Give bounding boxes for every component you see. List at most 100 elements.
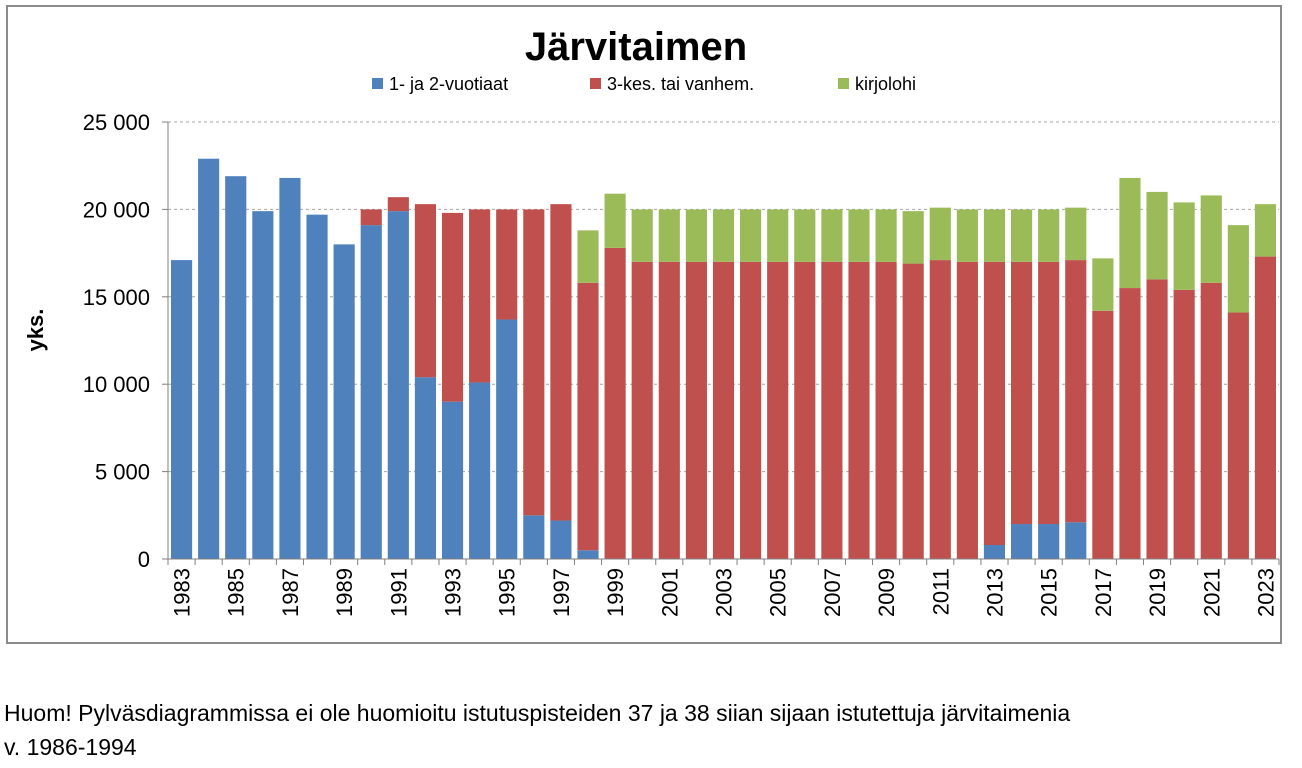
x-tick-label: 2005 — [766, 568, 791, 617]
bar-2004-series-2 — [740, 261, 762, 559]
bar-1990-series-2 — [360, 209, 382, 226]
bar-2023-series-2 — [1254, 256, 1277, 559]
bar-1983-series-1 — [170, 260, 193, 559]
bar-1994-series-2 — [469, 209, 491, 383]
bar-2017-series-2 — [1092, 310, 1114, 559]
bar-2000-series-3 — [631, 209, 653, 262]
legend-swatch-3 — [838, 78, 849, 89]
bar-2013-series-1 — [983, 545, 1006, 559]
bar-1990-series-1 — [360, 225, 382, 559]
bar-2016-series-3 — [1065, 207, 1087, 261]
bar-2015-series-3 — [1038, 209, 1060, 262]
x-tick-label: 2021 — [1199, 568, 1224, 617]
x-tick-label: 2007 — [820, 568, 845, 617]
bar-2004-series-3 — [740, 209, 762, 262]
bar-2009-series-2 — [875, 261, 897, 559]
bar-1998-series-2 — [577, 282, 599, 551]
bar-2007-series-2 — [821, 261, 843, 559]
bar-1992-series-1 — [414, 377, 436, 559]
y-tick-label: 0 — [138, 547, 150, 572]
legend-label-1: 1- ja 2-vuotiaat — [389, 74, 508, 94]
bar-2007-series-3 — [821, 209, 843, 262]
bar-2013-series-2 — [983, 261, 1006, 546]
bar-2005-series-2 — [767, 261, 789, 559]
bar-1989-series-1 — [333, 244, 355, 560]
bar-2014-series-1 — [1011, 524, 1033, 559]
footnote-line-2: v. 1986-1994 — [4, 734, 137, 760]
x-tick-label: 2009 — [874, 568, 899, 617]
bar-1997-series-1 — [550, 520, 572, 559]
bar-1991-series-2 — [387, 197, 409, 212]
y-tick-label: 25 000 — [83, 110, 150, 135]
bar-2011-series-3 — [929, 207, 951, 261]
legend-swatch-1 — [372, 78, 383, 89]
legend-label-2: 3-kes. tai vanhem. — [607, 74, 754, 94]
bar-1985-series-1 — [225, 176, 247, 560]
bar-1986-series-1 — [252, 211, 274, 559]
bar-1995-series-1 — [496, 319, 518, 559]
y-tick-label: 10 000 — [83, 372, 150, 397]
bar-2006-series-2 — [794, 261, 816, 559]
bar-2017-series-3 — [1092, 258, 1114, 311]
bar-2022-series-3 — [1227, 225, 1249, 313]
bar-1991-series-1 — [387, 211, 409, 559]
bar-1994-series-1 — [469, 382, 491, 559]
x-tick-label: 1983 — [170, 568, 195, 617]
bar-2001-series-3 — [658, 209, 680, 262]
bar-2005-series-3 — [767, 209, 789, 262]
x-tick-label: 2017 — [1091, 568, 1116, 617]
x-tick-label: 2015 — [1037, 568, 1062, 617]
bar-2006-series-3 — [794, 209, 816, 262]
x-tick-label: 2011 — [928, 568, 953, 615]
y-tick-label: 20 000 — [83, 197, 150, 222]
x-tick-label: 1987 — [278, 568, 303, 617]
bar-2023-series-3 — [1254, 204, 1277, 257]
bar-1992-series-2 — [414, 204, 436, 378]
bar-2012-series-2 — [956, 261, 978, 559]
y-axis-label: yks. — [23, 309, 48, 352]
bar-1996-series-1 — [523, 515, 545, 559]
x-tick-label: 1999 — [603, 568, 628, 617]
bar-2020-series-2 — [1173, 289, 1195, 559]
bar-2008-series-2 — [848, 261, 870, 559]
bar-2020-series-3 — [1173, 202, 1195, 290]
bar-2021-series-2 — [1200, 282, 1222, 559]
legend-swatch-2 — [590, 78, 601, 89]
bar-1998-series-1 — [577, 550, 599, 559]
bar-2021-series-3 — [1200, 195, 1222, 283]
bar-2002-series-3 — [685, 209, 707, 262]
bar-1988-series-1 — [306, 214, 328, 560]
bar-1984-series-1 — [198, 158, 220, 559]
bar-1997-series-2 — [550, 204, 572, 521]
bar-2012-series-3 — [956, 209, 978, 262]
bar-2009-series-3 — [875, 209, 897, 262]
bar-2018-series-3 — [1119, 177, 1141, 289]
bar-2011-series-2 — [929, 260, 951, 559]
bar-2019-series-2 — [1146, 279, 1168, 559]
footnote-line-1: Huom! Pylväsdiagrammissa ei ole huomioit… — [4, 700, 1071, 726]
bar-1999-series-3 — [604, 193, 626, 248]
bar-2013-series-3 — [983, 209, 1006, 262]
y-tick-label: 15 000 — [83, 285, 150, 310]
bar-2016-series-2 — [1065, 260, 1087, 523]
y-tick-label: 5 000 — [95, 460, 150, 485]
x-tick-label: 2013 — [982, 568, 1007, 617]
bar-2019-series-3 — [1146, 191, 1168, 280]
bar-2002-series-2 — [685, 261, 707, 559]
bar-2016-series-1 — [1065, 522, 1087, 559]
bar-2014-series-3 — [1011, 209, 1033, 262]
chart-title: Järvitaimen — [525, 25, 747, 69]
bar-1987-series-1 — [279, 177, 301, 559]
x-tick-label: 2019 — [1145, 568, 1170, 617]
bar-2018-series-2 — [1119, 288, 1141, 559]
bar-2000-series-2 — [631, 261, 653, 559]
bar-2001-series-2 — [658, 261, 680, 559]
bar-2015-series-2 — [1038, 261, 1060, 525]
x-tick-label: 2023 — [1253, 568, 1278, 617]
bar-1996-series-2 — [523, 209, 545, 516]
bar-1999-series-2 — [604, 247, 626, 559]
bar-2022-series-2 — [1227, 312, 1249, 559]
x-tick-label: 2001 — [657, 568, 682, 617]
x-tick-label: 1985 — [224, 568, 249, 617]
chart: Järvitaimen 1- ja 2-vuotiaat 3-kes. tai va… — [23, 25, 1280, 617]
